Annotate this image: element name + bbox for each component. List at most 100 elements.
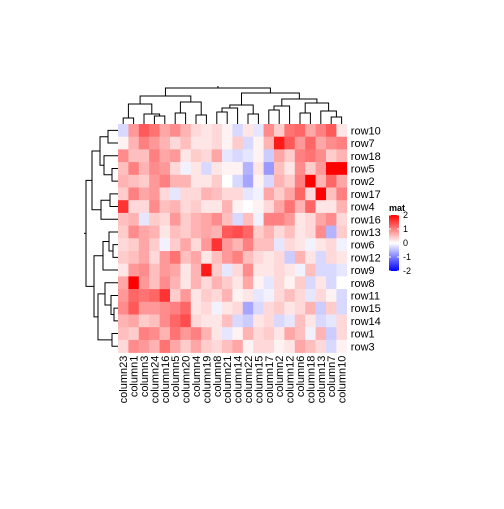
heatmap-cell <box>294 263 306 277</box>
heatmap-cell <box>170 238 181 252</box>
heatmap-cell <box>201 225 212 239</box>
heatmap-cell <box>118 289 129 303</box>
heatmap-cell <box>253 289 264 303</box>
heatmap-cell <box>315 289 327 303</box>
heatmap-cell <box>326 263 337 277</box>
heatmap-cell <box>274 289 285 303</box>
heatmap-cell <box>253 263 264 277</box>
heatmap-cell <box>242 149 254 163</box>
heatmap-cell <box>118 162 129 176</box>
heatmap-cell <box>190 276 202 290</box>
heatmap-cell <box>284 212 296 226</box>
heatmap-cell <box>294 314 306 328</box>
heatmap-cell <box>274 301 285 315</box>
heatmap-cell <box>190 327 202 341</box>
heatmap-cell <box>128 276 140 290</box>
heatmap-cell <box>149 187 160 201</box>
dendrogram-branch <box>112 244 118 258</box>
heatmap-cell <box>284 149 296 163</box>
heatmap-cell <box>180 187 192 201</box>
heatmap-cell <box>305 212 316 226</box>
heatmap-cell <box>326 225 337 239</box>
heatmap-cell <box>180 225 192 239</box>
heatmap-cell <box>149 263 160 277</box>
heatmap-cell <box>232 238 244 252</box>
heatmap-cell <box>118 276 129 290</box>
heatmap-cell <box>138 301 150 315</box>
dendrogram-branch <box>174 112 187 124</box>
heatmap-cell <box>138 162 150 176</box>
heatmap-cell <box>190 238 202 252</box>
heatmap-cell <box>326 187 337 201</box>
heatmap-cell <box>253 200 264 214</box>
heatmap-cell <box>128 327 140 341</box>
heatmap-cell <box>294 238 306 252</box>
dendrogram-branch <box>111 333 118 347</box>
heatmap-cell <box>128 263 140 277</box>
column-label: column7 <box>326 356 338 398</box>
heatmap-cell <box>138 251 150 264</box>
heatmap-cell <box>170 136 181 150</box>
heatmap-cell <box>315 149 327 163</box>
heatmap-cell <box>315 327 327 341</box>
column-label: column4 <box>191 356 203 398</box>
heatmap-cell <box>242 251 254 264</box>
heatmap-cell <box>190 136 202 150</box>
column-label: column22 <box>243 356 255 404</box>
heatmap-cell <box>336 327 348 341</box>
heatmap-cell <box>242 263 254 277</box>
heatmap-cell <box>190 149 202 163</box>
heatmap-cell <box>149 149 160 163</box>
heatmap-cell <box>149 238 160 252</box>
heatmap-cell <box>128 238 140 252</box>
heatmap-cell <box>118 187 129 201</box>
heatmap-cell <box>170 187 181 201</box>
heatmap-cell <box>242 225 254 239</box>
heatmap-cell <box>138 149 150 163</box>
legend-tick-label: -2 <box>403 266 411 276</box>
heatmap-cell <box>180 263 192 277</box>
row-label: row16 <box>351 214 381 226</box>
heatmap-cell <box>138 276 150 290</box>
heatmap-cell <box>159 263 171 277</box>
heatmap-cell <box>149 314 160 328</box>
heatmap-cell <box>149 251 160 264</box>
heatmap-cell <box>190 225 202 239</box>
heatmap-cell <box>294 327 306 341</box>
heatmap-cell <box>284 124 296 137</box>
heatmap-cell <box>336 187 348 201</box>
heatmap-cell <box>305 314 316 328</box>
heatmap-cell <box>294 187 306 201</box>
heatmap-cell <box>253 225 264 239</box>
heatmap-cell <box>274 162 285 176</box>
heatmap-cell <box>274 174 285 188</box>
legend-tick-label: -1 <box>403 252 411 262</box>
heatmap-cell <box>159 327 171 341</box>
heatmap-cell <box>201 238 212 252</box>
heatmap-cell <box>118 200 129 214</box>
heatmap-cell <box>232 225 244 239</box>
heatmap-cell <box>222 276 233 290</box>
heatmap-cell <box>294 162 306 176</box>
column-label: column13 <box>316 356 328 404</box>
heatmap-cell <box>159 301 171 315</box>
heatmap-cell <box>305 238 316 252</box>
dendrogram-branch <box>299 112 311 124</box>
heatmap-cell <box>274 225 285 239</box>
heatmap-cell <box>118 124 129 137</box>
dendrogram-branch <box>221 107 239 124</box>
heatmap-cell <box>149 339 160 353</box>
heatmap-cell <box>315 200 327 214</box>
heatmap-cell <box>128 339 140 353</box>
heatmap-cell <box>232 251 244 264</box>
heatmap-cell <box>180 136 192 150</box>
heatmap-cell <box>211 289 223 303</box>
heatmap-cell <box>201 136 212 150</box>
heatmap-cell <box>222 263 233 277</box>
heatmap-cell <box>222 149 233 163</box>
heatmap-cell <box>138 124 150 137</box>
heatmap-cell <box>326 327 337 341</box>
heatmap-cell <box>170 174 181 188</box>
heatmap-cell <box>274 314 285 328</box>
heatmap-cell <box>211 251 223 264</box>
